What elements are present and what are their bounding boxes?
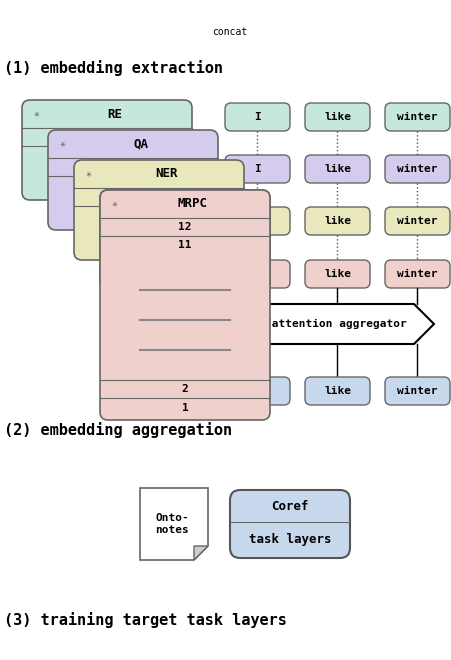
Text: I: I: [253, 269, 260, 279]
FancyBboxPatch shape: [384, 377, 449, 405]
Text: 1: 1: [181, 403, 188, 413]
Text: I: I: [253, 112, 260, 122]
Text: 12: 12: [178, 222, 191, 232]
Text: MRPC: MRPC: [178, 197, 207, 211]
Text: 11: 11: [178, 240, 191, 250]
Text: Coref: Coref: [271, 500, 308, 513]
FancyBboxPatch shape: [384, 207, 449, 235]
Polygon shape: [193, 546, 207, 560]
Text: QA: QA: [133, 137, 148, 150]
FancyBboxPatch shape: [304, 260, 369, 288]
Text: like: like: [323, 269, 350, 279]
FancyBboxPatch shape: [225, 207, 290, 235]
FancyBboxPatch shape: [384, 103, 449, 131]
FancyBboxPatch shape: [48, 130, 217, 230]
Text: (1) embedding extraction: (1) embedding extraction: [4, 60, 222, 76]
Polygon shape: [211, 304, 433, 344]
FancyBboxPatch shape: [225, 155, 290, 183]
FancyBboxPatch shape: [225, 103, 290, 131]
Text: MRPC: MRPC: [178, 197, 207, 211]
Polygon shape: [140, 488, 207, 560]
FancyBboxPatch shape: [100, 190, 269, 290]
FancyBboxPatch shape: [384, 155, 449, 183]
FancyBboxPatch shape: [304, 103, 369, 131]
FancyBboxPatch shape: [22, 100, 192, 200]
Text: ✳: ✳: [112, 199, 118, 209]
Text: 11: 11: [178, 240, 191, 250]
Text: mean/attention aggregator: mean/attention aggregator: [238, 319, 406, 329]
FancyBboxPatch shape: [230, 490, 349, 558]
Text: (3) training target task layers: (3) training target task layers: [4, 612, 286, 628]
FancyBboxPatch shape: [74, 160, 244, 260]
FancyBboxPatch shape: [304, 207, 369, 235]
Text: ✳: ✳: [86, 169, 92, 179]
Text: 11: 11: [152, 210, 166, 220]
Text: 12: 12: [100, 132, 114, 142]
Text: 2: 2: [181, 384, 188, 394]
Text: 11: 11: [100, 150, 114, 160]
Text: NER: NER: [156, 168, 178, 180]
Text: I: I: [253, 386, 260, 396]
FancyBboxPatch shape: [225, 377, 290, 405]
Text: 11: 11: [126, 180, 139, 190]
Text: like: like: [323, 164, 350, 174]
Text: winter: winter: [396, 269, 437, 279]
Text: 12: 12: [126, 162, 139, 172]
Text: like: like: [323, 386, 350, 396]
FancyBboxPatch shape: [304, 155, 369, 183]
Text: ✳: ✳: [34, 109, 40, 119]
Text: ✳: ✳: [112, 199, 118, 209]
Text: 12: 12: [152, 192, 166, 202]
Text: concat: concat: [212, 27, 247, 37]
Text: winter: winter: [396, 164, 437, 174]
Text: (2) embedding aggregation: (2) embedding aggregation: [4, 422, 232, 438]
Text: ✳: ✳: [60, 139, 66, 149]
FancyBboxPatch shape: [304, 377, 369, 405]
Text: winter: winter: [396, 386, 437, 396]
Text: winter: winter: [396, 216, 437, 226]
Text: winter: winter: [396, 112, 437, 122]
Text: like: like: [323, 112, 350, 122]
FancyBboxPatch shape: [100, 190, 269, 420]
FancyBboxPatch shape: [384, 260, 449, 288]
Text: RE: RE: [107, 108, 122, 121]
Text: 12: 12: [178, 222, 191, 232]
Text: I: I: [253, 164, 260, 174]
FancyBboxPatch shape: [225, 260, 290, 288]
Text: I: I: [253, 216, 260, 226]
Text: like: like: [323, 216, 350, 226]
Text: Onto-
notes: Onto- notes: [155, 513, 189, 535]
Text: task layers: task layers: [248, 533, 331, 546]
